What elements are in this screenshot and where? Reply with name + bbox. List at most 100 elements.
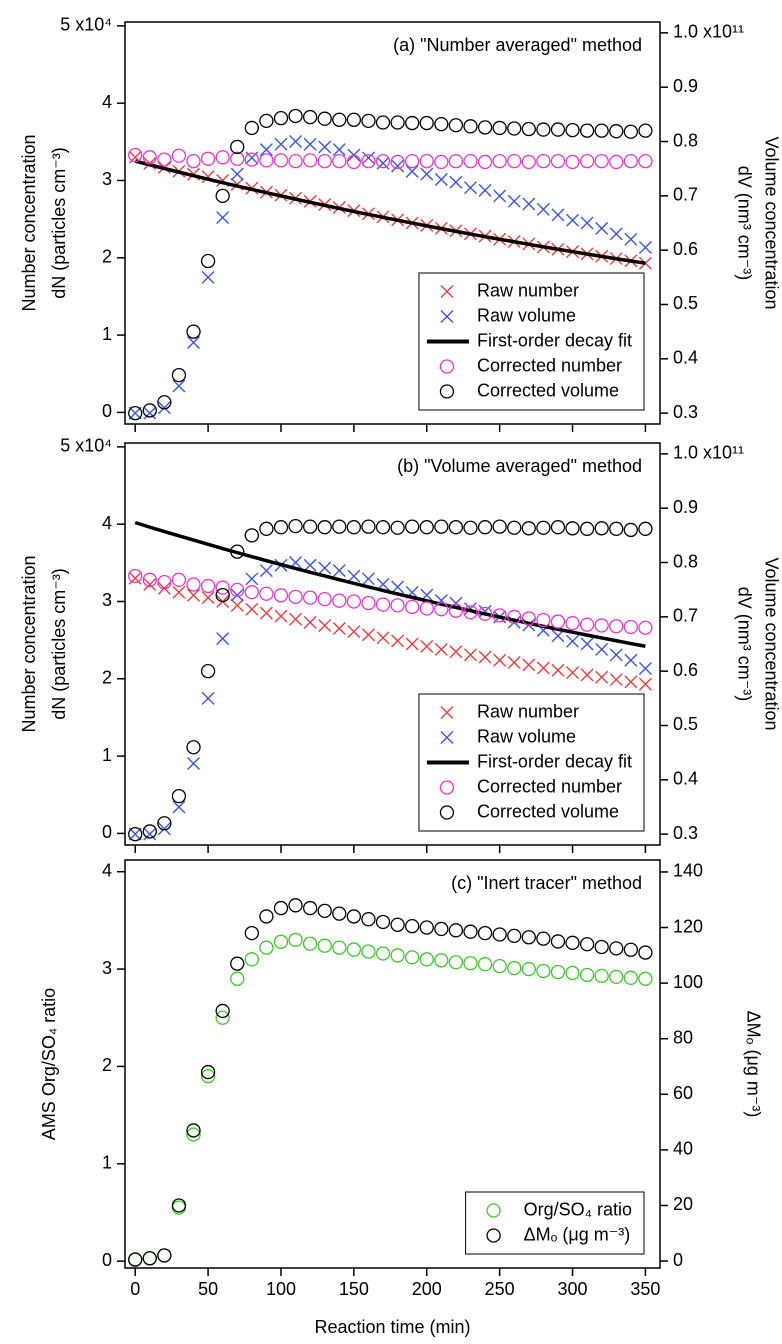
circle-marker: [594, 154, 609, 169]
circle-marker: [200, 253, 216, 269]
circle-marker: [332, 112, 347, 127]
circle-marker: [244, 528, 259, 543]
circle-marker: [623, 942, 638, 957]
circle-marker: [550, 934, 566, 949]
x-marker: [201, 270, 215, 284]
circle-marker: [317, 903, 332, 919]
x-marker: [551, 663, 565, 677]
x-marker: [420, 167, 434, 181]
x-marker: [259, 143, 273, 157]
x-marker: [522, 197, 536, 211]
circle-marker: [550, 154, 566, 169]
circle-marker: [609, 521, 624, 536]
circle-marker: [565, 965, 580, 981]
y2-tick-label: 0: [673, 1250, 683, 1270]
circle-marker: [332, 519, 347, 534]
x-marker: [434, 173, 448, 187]
x-tick-label: 100: [266, 1279, 296, 1299]
circle-marker: [536, 520, 551, 535]
circle-marker: [565, 521, 580, 536]
circle-marker: [302, 936, 318, 951]
series: [128, 518, 653, 842]
circle-marker: [230, 544, 245, 559]
circle-marker: [317, 938, 332, 953]
x-tick-label: 300: [558, 1279, 588, 1299]
circle-marker: [579, 937, 595, 952]
y2-tick-label: 0.6: [673, 660, 698, 680]
circle-marker: [463, 154, 478, 169]
legend-label: Corrected volume: [477, 801, 619, 821]
x-marker: [230, 588, 244, 602]
y2-tick-label: 0.4: [673, 348, 698, 368]
circle-marker: [200, 1064, 216, 1080]
circle-marker: [419, 920, 434, 935]
circle-marker: [215, 188, 230, 203]
x-marker: [128, 406, 142, 420]
legend-label: First-order decay fit: [477, 330, 632, 350]
circle-marker: [273, 588, 289, 603]
legend-label: ΔMₒ (μg m⁻³): [524, 1224, 631, 1244]
circle-marker: [273, 934, 289, 949]
x-tick-label: 150: [339, 1279, 369, 1299]
y2-tick-label: 100: [673, 972, 703, 992]
circle-marker: [609, 154, 624, 170]
circle-marker: [375, 946, 391, 961]
circle-marker: [186, 740, 201, 755]
circle-marker: [332, 593, 347, 608]
circle-marker: [550, 520, 566, 535]
x-marker: [332, 143, 346, 157]
circle-marker: [434, 519, 449, 534]
circle-marker: [419, 520, 434, 535]
x-marker: [609, 227, 623, 241]
circle-marker: [128, 405, 143, 421]
circle-marker: [128, 826, 143, 842]
circle-marker: [142, 150, 157, 165]
circle-marker: [536, 931, 551, 946]
legend-marker: [440, 706, 454, 719]
x-marker: [507, 656, 521, 670]
circle-marker: [565, 122, 580, 138]
circle-marker: [200, 1069, 216, 1084]
x-marker: [187, 757, 201, 771]
circle-marker: [230, 971, 245, 986]
circle-marker: [609, 619, 624, 634]
circle-marker: [390, 948, 405, 963]
y-tick-label: 5 x10⁴: [60, 15, 112, 35]
legend-label: Corrected volume: [477, 380, 619, 400]
circle-marker: [259, 909, 274, 924]
circle-marker: [259, 521, 274, 536]
y-tick-label: 0: [102, 401, 112, 421]
circle-marker: [142, 403, 157, 418]
circle-marker: [259, 113, 274, 129]
circle-marker: [157, 1248, 172, 1263]
x-marker: [638, 240, 652, 254]
y-tick-label: 2: [102, 247, 112, 267]
circle-marker: [623, 124, 638, 139]
circle-marker: [244, 120, 259, 136]
x-marker: [493, 653, 507, 667]
circle-marker: [434, 921, 449, 937]
y2-tick-label: 0.4: [673, 769, 698, 789]
circle-marker: [346, 594, 362, 609]
x-marker: [187, 336, 201, 350]
fit-line: [134, 159, 646, 265]
circle-marker: [171, 572, 187, 587]
circle-marker: [128, 1252, 143, 1267]
circle-marker: [594, 939, 609, 955]
circle-marker: [638, 971, 653, 986]
legend-label: Corrected number: [477, 776, 622, 796]
y-tick-label: 2: [102, 668, 112, 688]
plot-frame: [124, 21, 661, 425]
circle-marker: [477, 120, 493, 135]
x-marker: [303, 615, 317, 629]
y2-tick-label: 0.6: [673, 239, 698, 259]
x-marker: [172, 379, 186, 393]
circle-marker: [463, 924, 478, 939]
circle-marker: [244, 925, 259, 941]
circle-marker: [609, 969, 624, 984]
circle-marker: [419, 154, 434, 169]
circle-marker: [361, 113, 376, 129]
circle-marker: [302, 109, 318, 125]
legend-label: Corrected number: [477, 355, 622, 375]
y2-axis-label: ΔMₒ (μg m⁻³): [743, 1011, 763, 1118]
